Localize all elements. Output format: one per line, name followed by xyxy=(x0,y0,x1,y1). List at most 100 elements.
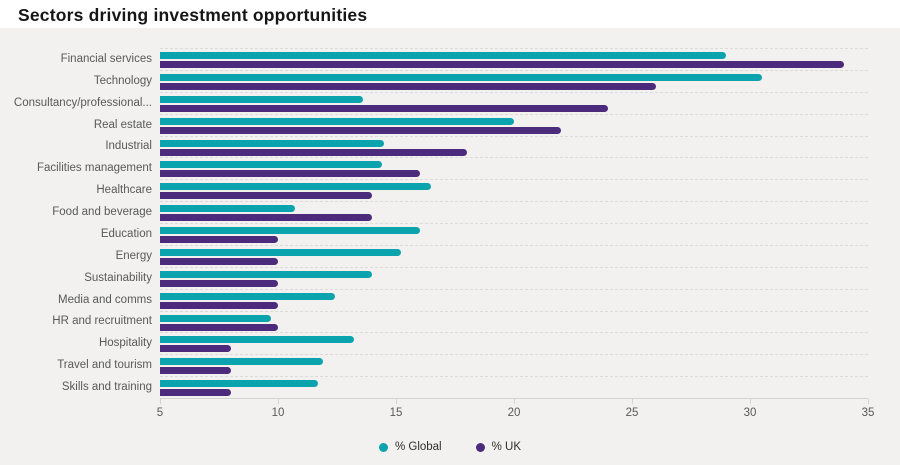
bar-global[interactable] xyxy=(160,183,432,191)
bar-group xyxy=(160,354,868,376)
bar-global[interactable] xyxy=(160,161,382,169)
bar-uk[interactable] xyxy=(160,279,278,287)
x-tick-mark xyxy=(160,399,161,404)
x-tick-label: 20 xyxy=(507,407,521,419)
bar-uk[interactable] xyxy=(160,389,231,397)
x-tick-label: 10 xyxy=(271,407,285,419)
category-label: Skills and training xyxy=(61,381,152,394)
bar-uk[interactable] xyxy=(160,301,278,309)
category-label: Sustainability xyxy=(84,271,152,284)
bar-global[interactable] xyxy=(160,52,727,59)
category-label: Food and beverage xyxy=(52,206,152,219)
bar-uk[interactable] xyxy=(160,367,231,375)
plot-area: Financial services Technology Consultancy/… xyxy=(0,48,868,398)
bar-uk[interactable] xyxy=(160,345,231,353)
x-tick-label: 25 xyxy=(625,407,639,419)
bar-global[interactable] xyxy=(160,227,420,234)
chart-row: Travel and tourism xyxy=(0,354,868,376)
bar-global[interactable] xyxy=(160,292,335,300)
category-label: Media and comms xyxy=(58,293,152,306)
x-tick-label: 15 xyxy=(389,407,403,419)
bar-global[interactable] xyxy=(160,139,385,147)
category-label: Travel and tourism xyxy=(57,359,152,372)
bar-group xyxy=(160,310,868,333)
bar-group xyxy=(160,113,868,136)
legend-label: % UK xyxy=(491,441,522,453)
bar-uk[interactable] xyxy=(160,82,656,90)
bar-group xyxy=(160,266,868,289)
legend-marker-icon xyxy=(475,442,485,452)
x-axis: 5 10 15 20 25 30 35 xyxy=(156,398,874,430)
bar-global[interactable] xyxy=(160,358,323,366)
x-axis-line xyxy=(160,398,868,399)
x-tick-label: 5 xyxy=(156,407,164,419)
chart-row: Hospitality xyxy=(0,332,868,354)
category-label: Energy xyxy=(115,249,152,262)
chart-row: Real estate xyxy=(0,113,868,136)
bar-group xyxy=(160,48,868,70)
bar-uk[interactable] xyxy=(160,170,420,178)
bar-group xyxy=(160,223,868,245)
bar-global[interactable] xyxy=(160,336,354,344)
chart-row: HR and recruitment xyxy=(0,310,868,333)
x-tick-mark xyxy=(514,399,515,404)
category-label: Real estate xyxy=(93,118,152,131)
chart-row: Financial services xyxy=(0,48,868,70)
bar-global[interactable] xyxy=(160,380,319,388)
bar-uk[interactable] xyxy=(160,148,467,156)
bar-global[interactable] xyxy=(160,117,514,125)
bar-group xyxy=(160,332,868,354)
chart-row: Energy xyxy=(0,244,868,267)
bar-group xyxy=(160,157,868,179)
category-label: Hospitality xyxy=(98,337,152,350)
bar-group xyxy=(160,376,868,398)
x-tick-mark xyxy=(396,399,397,404)
chart-row: Technology xyxy=(0,69,868,92)
chart-row: Education xyxy=(0,223,868,245)
legend-item-global[interactable]: % Global xyxy=(378,441,442,453)
chart-row: Skills and training xyxy=(0,376,868,398)
legend-item-uk[interactable]: % UK xyxy=(475,441,522,453)
x-tick-mark xyxy=(278,399,279,404)
bar-uk[interactable] xyxy=(160,126,562,134)
chart-title: Sectors driving investment opportunities xyxy=(18,5,368,25)
bar-global[interactable] xyxy=(160,248,401,256)
bar-global[interactable] xyxy=(160,314,271,322)
bar-uk[interactable] xyxy=(160,192,373,200)
category-label: Education xyxy=(100,227,152,240)
bar-global[interactable] xyxy=(160,95,363,103)
chart-row: Sustainability xyxy=(0,266,868,289)
bar-uk[interactable] xyxy=(160,236,278,243)
x-tick-mark xyxy=(632,399,633,404)
chart-row: Consultancy/professional... xyxy=(0,91,868,114)
category-label: Facilities management xyxy=(36,162,152,175)
legend-marker-icon xyxy=(378,442,388,452)
bar-group xyxy=(160,69,868,92)
chart-row: Healthcare xyxy=(0,179,868,201)
bar-group xyxy=(160,201,868,223)
category-label: Healthcare xyxy=(96,184,152,197)
category-label: Consultancy/professional... xyxy=(13,96,152,109)
chart-row: Food and beverage xyxy=(0,201,868,223)
bar-global[interactable] xyxy=(160,73,762,81)
bar-uk[interactable] xyxy=(160,104,609,112)
bar-global[interactable] xyxy=(160,270,373,278)
bar-uk[interactable] xyxy=(160,257,278,265)
bar-uk[interactable] xyxy=(160,61,845,68)
chart-row: Facilities management xyxy=(0,157,868,179)
legend-label: % Global xyxy=(394,441,442,453)
bar-group xyxy=(160,244,868,267)
bar-chart: Financial services Technology Consultancy/… xyxy=(0,28,900,465)
category-label: Industrial xyxy=(105,140,152,153)
bar-group xyxy=(160,135,868,158)
legend: % Global % UK xyxy=(0,441,900,453)
chart-row: Industrial xyxy=(0,135,868,158)
bar-group xyxy=(160,179,868,201)
x-tick-label: 35 xyxy=(861,407,875,419)
bar-group xyxy=(160,91,868,114)
x-tick-label: 30 xyxy=(743,407,757,419)
category-label: HR and recruitment xyxy=(52,315,152,328)
bar-uk[interactable] xyxy=(160,214,373,222)
bar-global[interactable] xyxy=(160,205,295,213)
bar-uk[interactable] xyxy=(160,323,278,331)
